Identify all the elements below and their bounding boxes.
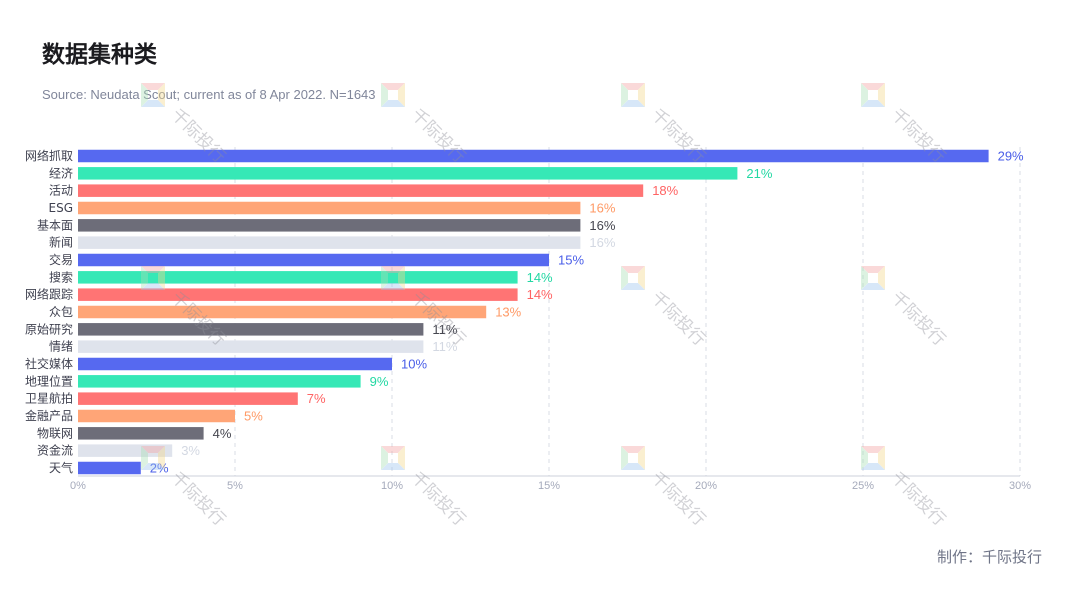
- bar: [78, 184, 644, 197]
- data-label: 11%: [432, 322, 457, 337]
- x-tick-label: 20%: [695, 480, 717, 492]
- bar: [78, 444, 173, 457]
- category-label: 金融产品: [25, 408, 73, 423]
- category-label: 卫星航拍: [25, 391, 73, 406]
- category-label: 基本面: [37, 218, 73, 232]
- credit-text: 制作：千际投行: [936, 548, 1042, 566]
- chart-title: 数据集种类: [42, 42, 157, 68]
- data-label: 2%: [150, 460, 169, 475]
- bar: [78, 427, 204, 440]
- bar: [78, 357, 392, 371]
- data-label: 10%: [401, 356, 427, 371]
- data-label: 11%: [432, 339, 457, 354]
- watermark-logo-icon: [861, 83, 885, 107]
- category-label: 活动: [49, 184, 73, 198]
- data-label: 7%: [307, 391, 326, 406]
- data-labels: 29% 21% 18% 16% 16% 16% 15% 14% 14% 13% 11% 11% 10% 9…: [150, 149, 1024, 476]
- data-label: 9%: [370, 374, 389, 389]
- data-label: 4%: [213, 426, 232, 441]
- x-tick-label: 30%: [1009, 480, 1031, 492]
- category-label: ESG: [49, 201, 74, 215]
- category-label: 社交媒体: [25, 356, 73, 371]
- category-label: 地理位置: [25, 373, 73, 388]
- data-label: 5%: [244, 408, 263, 423]
- bar-chart: 0% 5% 10% 15% 20% 25% 30%网络抓取经济活动ESG基本面新闻交易搜索网…: [25, 147, 1031, 492]
- x-tick-label: 10%: [381, 480, 403, 492]
- data-label: 13%: [495, 304, 521, 319]
- bar: [78, 167, 738, 180]
- bar: [78, 253, 549, 267]
- x-tick-label: 0%: [70, 480, 86, 492]
- data-label: 18%: [652, 183, 678, 198]
- bar: [78, 305, 487, 319]
- bar: [78, 271, 518, 284]
- bar: [78, 375, 361, 388]
- category-label: 新闻: [49, 235, 73, 250]
- x-tick-label: 15%: [538, 480, 560, 492]
- category-label: 情绪: [49, 340, 73, 354]
- category-label: 资金流: [37, 443, 73, 458]
- category-label: 网络跟踪: [25, 287, 73, 302]
- data-label: 16%: [589, 218, 615, 233]
- data-label: 16%: [589, 200, 615, 215]
- data-label: 21%: [746, 166, 772, 181]
- category-label: 天气: [49, 460, 73, 475]
- x-axis-tick-labels: 0% 5% 10% 15% 20% 25% 30%: [70, 480, 1031, 492]
- bar: [78, 219, 581, 232]
- category-label: 众包: [49, 305, 73, 319]
- data-label: 14%: [527, 270, 553, 285]
- watermark-logo-icon: [621, 83, 645, 107]
- bar: [78, 288, 518, 301]
- bar: [78, 236, 581, 249]
- chart-subtitle: Source: Neudata Scout; current as of 8 A…: [42, 87, 376, 102]
- category-label: 网络抓取: [25, 148, 73, 163]
- data-label: 3%: [181, 443, 200, 458]
- data-label: 29%: [998, 149, 1024, 164]
- category-label: 物联网: [37, 426, 73, 440]
- category-label: 交易: [49, 252, 73, 267]
- x-tick-label: 25%: [852, 480, 874, 492]
- bar: [78, 409, 235, 423]
- bar: [78, 149, 989, 163]
- bar: [78, 323, 424, 336]
- bar: [78, 340, 424, 353]
- data-label: 16%: [589, 235, 615, 250]
- watermark-logo-icon: [381, 83, 405, 107]
- category-label: 搜索: [49, 269, 73, 284]
- bar: [78, 392, 298, 405]
- data-label: 15%: [558, 252, 584, 267]
- x-tick-label: 5%: [227, 480, 243, 492]
- category-label: 经济: [49, 165, 73, 180]
- bars: [78, 149, 989, 475]
- bar: [78, 201, 581, 215]
- category-label: 原始研究: [25, 321, 73, 336]
- bar: [78, 461, 141, 475]
- data-label: 14%: [527, 287, 553, 302]
